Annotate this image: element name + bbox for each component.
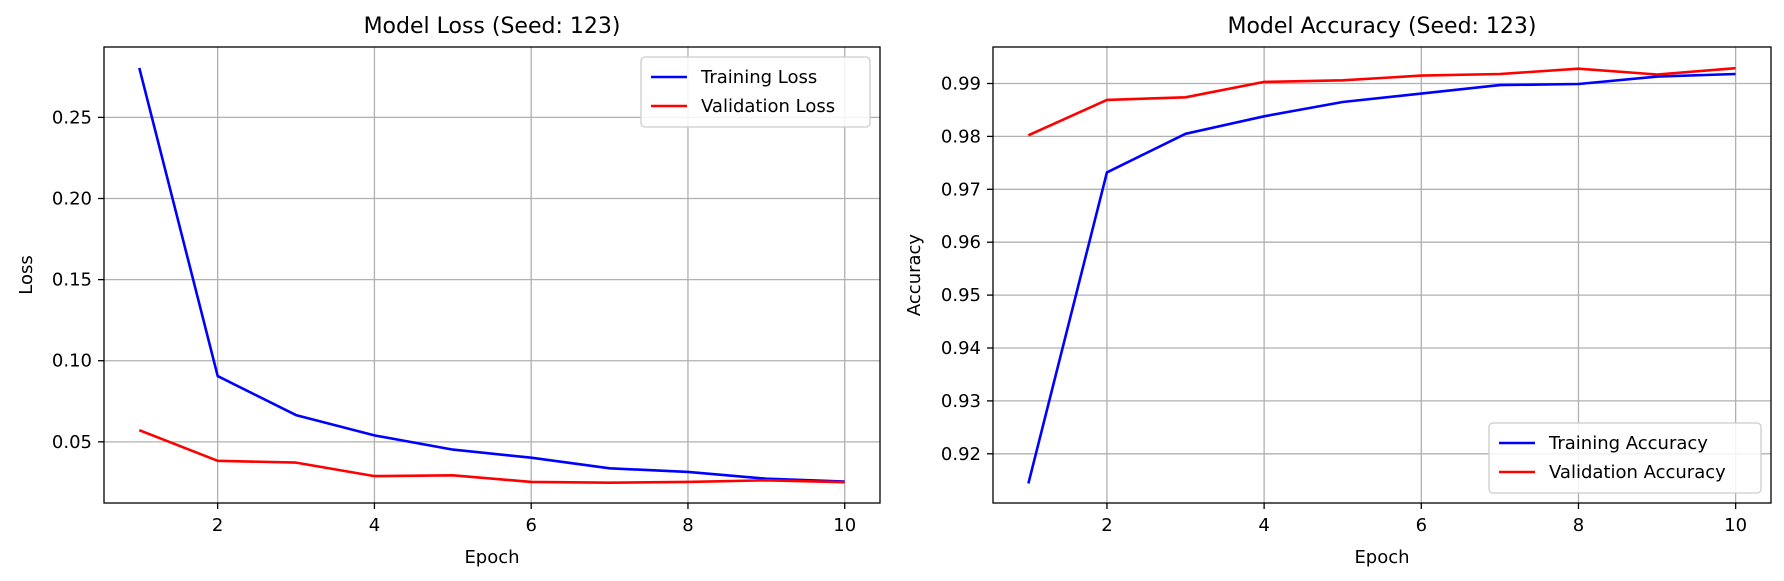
loss-x-tick-label: 6 — [525, 515, 536, 536]
accuracy-series-line-1 — [1027, 66, 1736, 137]
accuracy-y-axis-label: Accuracy — [904, 234, 925, 317]
accuracy-y-tick-label: 0.96 — [941, 232, 981, 253]
loss-y-tick-label: 0.15 — [52, 270, 92, 291]
loss-legend-label-0: Training Loss — [700, 67, 817, 88]
loss-x-tick-label: 4 — [369, 515, 380, 536]
accuracy-y-tick-label: 0.94 — [941, 338, 981, 359]
accuracy-x-tick-label: 4 — [1258, 515, 1269, 536]
accuracy-legend: Training Accuracy Validation Accuracy — [1488, 422, 1762, 494]
accuracy-series-line-0 — [1027, 72, 1736, 484]
accuracy-y-tick-label: 0.95 — [941, 285, 981, 306]
loss-y-axis-label: Loss — [16, 255, 37, 294]
accuracy-legend-label-0: Training Accuracy — [1548, 433, 1708, 454]
loss-legend: Training Loss Validation Loss — [640, 56, 871, 128]
accuracy-y-tick-label: 0.92 — [941, 444, 981, 465]
accuracy-plot-frame — [992, 46, 1772, 504]
loss-legend-box — [640, 56, 871, 128]
accuracy-y-tick-label: 0.93 — [941, 391, 981, 412]
accuracy-legend-box — [1488, 422, 1762, 494]
accuracy-legend-label-1: Validation Accuracy — [1549, 462, 1726, 483]
loss-x-tick-label: 10 — [833, 515, 856, 536]
accuracy-chart: 2 4 6 8 10 0.92 0.93 0.94 0.95 0.96 0.97 0.98 0.99 Mo… — [904, 14, 1772, 568]
accuracy-y-tick-label: 0.99 — [941, 74, 981, 95]
loss-chart: 2 4 6 8 10 0.05 0.10 0.15 0.20 0.25 Model Loss (Se… — [16, 14, 881, 568]
loss-x-tick-label: 2 — [212, 515, 223, 536]
loss-y-tick-label: 0.20 — [52, 189, 92, 210]
accuracy-x-axis-label: Epoch — [1354, 547, 1409, 568]
loss-series-line-0 — [138, 67, 845, 483]
accuracy-x-tick-label: 2 — [1101, 515, 1112, 536]
loss-x-axis-label: Epoch — [464, 547, 519, 568]
accuracy-x-tick-label: 10 — [1724, 515, 1747, 536]
accuracy-x-tick-label: 6 — [1416, 515, 1427, 536]
accuracy-y-tick-label: 0.97 — [941, 179, 981, 200]
accuracy-chart-title: Model Accuracy (Seed: 123) — [1227, 14, 1536, 39]
loss-x-tick-label: 8 — [682, 515, 693, 536]
accuracy-x-tick-label: 8 — [1573, 515, 1584, 536]
loss-y-tick-label: 0.05 — [52, 432, 92, 453]
loss-legend-label-1: Validation Loss — [701, 96, 835, 117]
loss-plot-frame — [103, 46, 881, 504]
loss-y-tick-label: 0.10 — [52, 351, 92, 372]
loss-y-tick-label: 0.25 — [52, 107, 92, 128]
loss-series-line-1 — [138, 428, 845, 485]
loss-chart-title: Model Loss (Seed: 123) — [364, 14, 621, 39]
accuracy-y-tick-label: 0.98 — [941, 126, 981, 147]
